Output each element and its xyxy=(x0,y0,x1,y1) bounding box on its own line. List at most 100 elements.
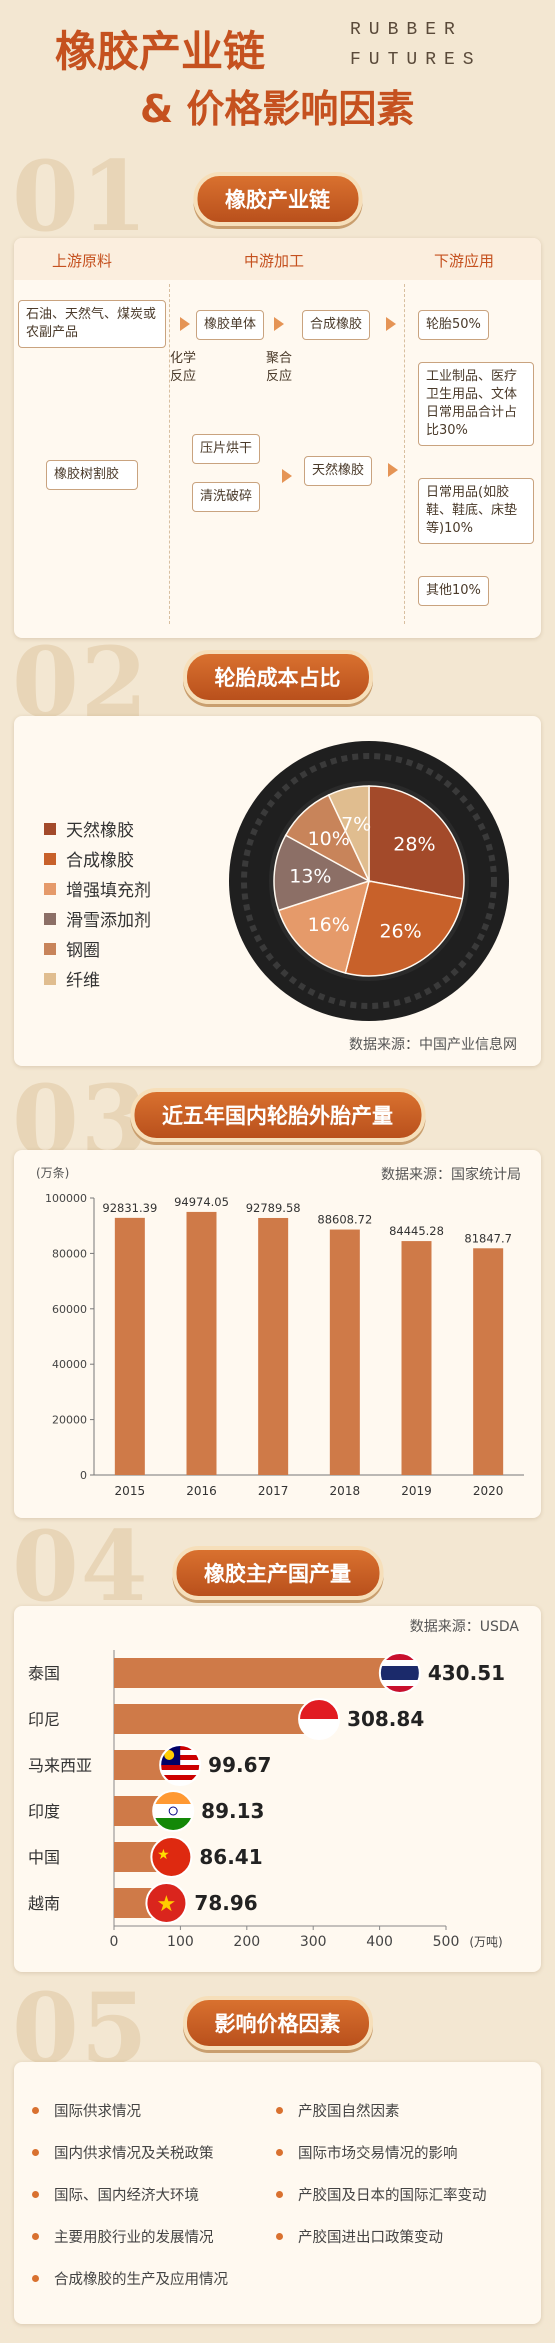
indonesia-flag-icon xyxy=(299,1699,340,1739)
node-natural-rubber: 天然橡胶 xyxy=(304,456,373,486)
x-tick-label: 2019 xyxy=(401,1484,432,1498)
factor-item: 国际市场交易情况的影响 xyxy=(276,2142,458,2163)
y-tick-label: 80000 xyxy=(52,1247,87,1260)
flag-stripe xyxy=(299,1719,340,1739)
arrow-icon xyxy=(274,317,284,331)
tire-tread-icon xyxy=(241,753,497,1009)
raw-material-tapping: 橡胶树割胶 xyxy=(46,460,138,490)
app-industrial: 工业制品、医疗卫生用品、文体日常用品合计占比30% xyxy=(418,362,534,446)
bullet-icon xyxy=(276,2107,283,2114)
data-label: 86.41 xyxy=(199,1845,262,1869)
flag-stripe xyxy=(160,1765,201,1770)
category-label: 马来西亚 xyxy=(28,1756,92,1775)
flag-base xyxy=(146,1883,187,1923)
bullet-icon xyxy=(276,2149,283,2156)
pie-source: 数据来源：中国产业信息网 xyxy=(349,1037,517,1053)
bullet-icon xyxy=(32,2107,39,2114)
x-tick-label: 500 xyxy=(433,1934,460,1950)
data-label: 92789.58 xyxy=(246,1201,301,1215)
flag-stripe xyxy=(379,1686,420,1693)
category-label: 印尼 xyxy=(28,1710,60,1729)
label-reaction-2: 反应 xyxy=(266,369,293,384)
section-title-tire-production: 近五年国内轮胎外胎产量 xyxy=(130,1088,425,1142)
factor-item: 产胶国自然因素 xyxy=(276,2100,400,2121)
app-tire: 轮胎50% xyxy=(418,310,489,340)
pie-slice xyxy=(327,785,370,882)
pie-label: 10% xyxy=(308,828,350,850)
title-line2: & 价格影响因素 xyxy=(140,87,415,131)
flag-star: ★ xyxy=(157,1892,177,1917)
legend-item: 合成橡胶 xyxy=(44,846,134,871)
legend-swatch xyxy=(44,822,56,835)
flag-border xyxy=(150,1836,193,1878)
arrow-icon xyxy=(180,317,190,331)
factor-item: 产胶国进出口政策变动 xyxy=(276,2226,443,2247)
bar xyxy=(114,1704,320,1734)
section-number-01: 01 xyxy=(12,140,150,253)
bar xyxy=(186,1211,217,1475)
factor-item: 合成橡胶的生产及应用情况 xyxy=(32,2268,228,2289)
data-label: 99.67 xyxy=(208,1753,271,1777)
pie-slice xyxy=(273,834,371,912)
x-tick-label: 2017 xyxy=(258,1484,289,1498)
factor-item: 国际、国内经济大环境 xyxy=(32,2184,199,2205)
flag-border xyxy=(152,1790,195,1832)
flag-stripe xyxy=(153,1804,194,1818)
factor-item: 国际供求情况 xyxy=(32,2100,141,2121)
pie-card: 天然橡胶 合成橡胶 增强填充剂 滑雪添加剂 钢圈 纤维 28% 26% 16% 13%… xyxy=(14,716,541,1066)
flag-stripe xyxy=(379,1653,420,1660)
y-tick-label: 100000 xyxy=(45,1192,87,1205)
x-tick-label: 400 xyxy=(366,1934,393,1950)
raw-material-petroleum: 石油、天然气、煤炭或农副产品 xyxy=(18,300,166,348)
section-title-cost: 轮胎成本占比 xyxy=(182,650,373,704)
bar xyxy=(258,1217,289,1475)
pie-slice xyxy=(277,879,371,974)
label-chemical: 化学 xyxy=(170,351,197,366)
legend-swatch xyxy=(44,912,56,925)
section-number-04: 04 xyxy=(12,1510,150,1623)
x-tick-label: 100 xyxy=(167,1934,194,1950)
node-synthetic-rubber: 合成橡胶 xyxy=(302,310,371,340)
arrow-icon xyxy=(388,463,398,477)
data-label: 88608.72 xyxy=(317,1213,372,1227)
data-label: 89.13 xyxy=(201,1799,264,1823)
flag-stripe xyxy=(160,1775,201,1780)
bullet-icon xyxy=(32,2275,39,2282)
flag-stripe xyxy=(299,1699,340,1719)
data-label: 94974.05 xyxy=(174,1195,229,1209)
section-title-chain: 橡胶产业链 xyxy=(193,172,362,226)
legend-item: 增强填充剂 xyxy=(44,876,151,901)
category-label: 印度 xyxy=(28,1802,60,1821)
country-bar-card: 数据来源：USDA 0 100 200 300 400 500 (万吨) 泰国 430.51 印尼… xyxy=(14,1606,541,1972)
flag-base xyxy=(151,1837,192,1877)
x-tick-label: 2015 xyxy=(115,1484,146,1498)
flag-border xyxy=(378,1652,421,1694)
tire-bar-card: 100000 80000 60000 40000 20000 0 92831.39 2015 9… xyxy=(14,1150,541,1518)
legend-item: 滑雪添加剂 xyxy=(44,906,151,931)
flag-stripe xyxy=(160,1770,201,1775)
pie-slice xyxy=(368,785,465,900)
factor-item: 产胶国及日本的国际汇率变动 xyxy=(276,2184,487,2205)
flag-border xyxy=(145,1882,188,1924)
title-line1: 橡胶产业链 xyxy=(55,27,266,76)
category-label: 泰国 xyxy=(28,1664,60,1683)
category-label: 越南 xyxy=(28,1894,60,1913)
vietnam-flag-icon: ★ xyxy=(146,1883,187,1923)
legend-item: 纤维 xyxy=(44,966,100,991)
country-source: 数据来源：USDA xyxy=(409,1619,519,1635)
bullet-icon xyxy=(276,2191,283,2198)
bullet-icon xyxy=(32,2233,39,2240)
pie-label: 7% xyxy=(341,814,371,836)
chain-header-row xyxy=(14,238,541,280)
flag-star: ★ xyxy=(157,1847,170,1863)
x-tick-label: 200 xyxy=(233,1934,260,1950)
flag-stripe xyxy=(379,1666,420,1680)
divider-2 xyxy=(404,284,405,624)
tire-ylabel: (万条) xyxy=(36,1166,70,1180)
bar xyxy=(114,1658,400,1688)
legend-swatch xyxy=(44,942,56,955)
y-tick-label: 20000 xyxy=(52,1414,87,1427)
tire-bar-chart: 100000 80000 60000 40000 20000 0 92831.39 2015 9… xyxy=(45,1192,524,1498)
x-axis-label: (万吨) xyxy=(469,1935,502,1949)
x-tick-label: 300 xyxy=(300,1934,327,1950)
